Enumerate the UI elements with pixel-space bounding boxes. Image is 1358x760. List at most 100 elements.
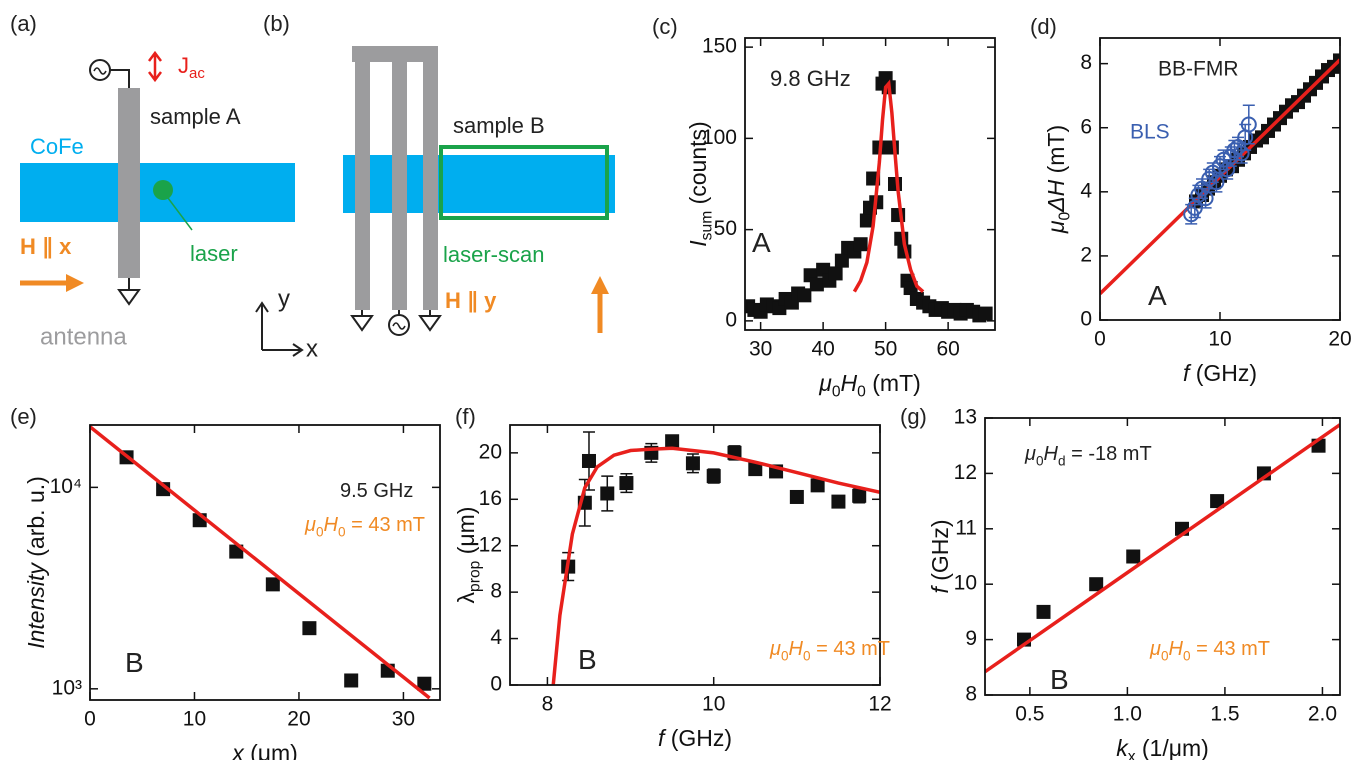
text-part: H: [841, 370, 858, 396]
text-part: (GHz): [1189, 360, 1257, 386]
x-tick-label: 20: [287, 708, 310, 731]
y-axis-label: μ0ΔH (mT): [1043, 125, 1073, 234]
annotation: B: [125, 647, 144, 678]
y-axis-label: f (GHz): [927, 519, 953, 593]
data-point: [1037, 605, 1051, 619]
x-tick-label: 40: [811, 338, 834, 361]
y-axis-label: Intensity (arb. u.): [23, 476, 49, 649]
data-point: [582, 454, 596, 468]
text-part: 9.8 GHz: [770, 66, 851, 91]
y-axis-label: Isum (counts): [685, 121, 715, 246]
text-part: λ: [453, 591, 479, 603]
text-part: B: [578, 644, 597, 675]
field-label: H ∥ y: [445, 288, 497, 313]
text-part: (1/μm): [1136, 735, 1209, 760]
axis-y-label: y: [278, 285, 290, 312]
data-point: [854, 237, 868, 251]
current-arrow: [149, 53, 161, 80]
wire: [110, 70, 129, 88]
x-tick-label: 12: [868, 693, 891, 716]
antenna-line: [118, 88, 140, 278]
y-tick-label: 10: [954, 572, 977, 595]
y-tick-label: 20: [479, 440, 502, 463]
y-tick-label: 0: [490, 673, 502, 696]
annotation: μ0H0 = 43 mT: [1149, 638, 1270, 663]
data-point: [835, 254, 849, 268]
x-tick-label: 20: [1328, 328, 1351, 351]
data-point: [707, 469, 721, 483]
x-tick-label: 2.0: [1308, 703, 1337, 726]
field-arrowhead: [591, 276, 609, 294]
text-part: H: [324, 514, 339, 536]
annotation: B: [1050, 664, 1069, 695]
panel-label: (d): [1030, 14, 1057, 39]
data-point: [831, 495, 845, 509]
sample-label: sample B: [453, 113, 545, 138]
x-tick-label: 50: [874, 338, 897, 361]
text-part: d: [1058, 453, 1066, 468]
y-tick-label: 8: [490, 580, 502, 603]
x-tick-label: 0.5: [1015, 703, 1044, 726]
text-part: (GHz): [927, 519, 953, 587]
series: [1184, 105, 1256, 224]
y-tick-label: 0: [1080, 308, 1092, 331]
data-point: [852, 489, 866, 503]
text-part: (μm): [244, 740, 298, 760]
x-tick-label: 30: [749, 338, 772, 361]
y-tick-label: 11: [955, 516, 977, 539]
panel-label: (e): [10, 404, 37, 429]
text-part: H: [1044, 443, 1059, 465]
panel-label: (f): [455, 404, 476, 429]
text-part: 0: [832, 383, 841, 400]
series-label: BLS: [1130, 121, 1170, 144]
y-tick-label: 4: [1080, 179, 1092, 202]
x-axis-label: f (GHz): [1183, 360, 1257, 386]
data-point: [810, 277, 824, 291]
data-point: [790, 490, 804, 504]
y-tick-label: 0: [725, 308, 737, 331]
current-label: Jac: [178, 53, 205, 82]
text-part: 0: [857, 383, 866, 400]
data-point: [600, 486, 614, 500]
current-symbol: J: [178, 53, 189, 78]
text-part: Intensity: [23, 562, 49, 649]
y-tick-label: 8: [965, 683, 977, 706]
x-tick-label: 60: [936, 338, 959, 361]
panel-label: (c): [652, 14, 678, 39]
antenna-ground: [423, 46, 438, 310]
y-tick-label: 10⁴: [50, 475, 82, 498]
text-part: μ: [1149, 638, 1161, 660]
annotation: μ0Hd = -18 mT: [1024, 443, 1152, 468]
text-part: = 43 mT: [346, 514, 425, 536]
text-part: B: [1050, 664, 1069, 695]
data-point: [302, 621, 316, 635]
text-part: μ: [1024, 443, 1036, 465]
panel-label: (g): [900, 404, 927, 429]
film: [343, 155, 615, 213]
data-point: [894, 232, 908, 246]
x-tick-label: 0: [84, 708, 96, 731]
annotation: 9.5 GHz: [340, 480, 413, 502]
annotation: μ0H0 = 43 mT: [304, 514, 425, 539]
panel-label: (b): [263, 11, 290, 36]
laser-spot: [153, 180, 173, 200]
y-tick-label: 50: [714, 217, 737, 240]
text-part: x: [1128, 748, 1136, 760]
data-point: [344, 673, 358, 687]
text-part: μ: [1043, 220, 1069, 234]
text-part: B: [125, 647, 144, 678]
annotation: 9.8 GHz: [770, 66, 851, 91]
text-part: μ: [818, 370, 832, 396]
x-tick-label: 10: [702, 693, 725, 716]
text-part: 9.5 GHz: [340, 480, 413, 502]
laser-label: laser-scan: [443, 242, 544, 267]
antenna-ground: [355, 46, 370, 310]
data-point: [888, 177, 902, 191]
y-tick-label: 4: [490, 626, 502, 649]
laser-label: laser: [190, 241, 238, 266]
y-tick-label: 12: [479, 533, 502, 556]
text-part: (μm): [453, 507, 479, 561]
y-tick-label: 9: [965, 627, 977, 650]
annotation: A: [1148, 280, 1167, 311]
data-point: [619, 476, 633, 490]
